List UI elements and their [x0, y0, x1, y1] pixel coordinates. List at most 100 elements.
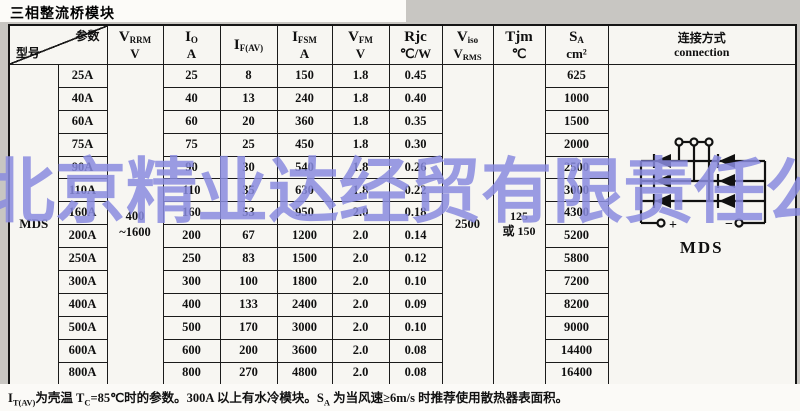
cell-ifav: 100 [219, 270, 278, 294]
cell-ifav: 30 [219, 155, 278, 180]
table-row: 40A 40 13 240 1.8 0.40 1000 [9, 86, 796, 111]
header-ifsm: IFSM A [276, 24, 333, 65]
cell-io: 25 [162, 64, 221, 88]
spec-table: 参数 型号 VRRM V IO A IF(AV) IFSM A VFM V [8, 24, 797, 386]
cell-ifav: 20 [219, 109, 278, 134]
cell-rjc: 0.08 [388, 338, 443, 363]
cell-io: 250 [162, 247, 221, 272]
cell-ifav: 8 [219, 64, 278, 88]
cell-vfm: 2.0 [331, 270, 390, 294]
cell-sa: 1500 [544, 109, 609, 134]
cell-rjc: 0.10 [388, 315, 443, 340]
cell-rjc: 0.30 [388, 132, 443, 157]
cell-ifav: 53 [219, 201, 278, 226]
cell-rjc: 0.22 [388, 178, 443, 203]
cell-rjc: 0.26 [388, 155, 443, 180]
corner-header-cell: 参数 型号 [8, 24, 108, 65]
cell-vfm: 1.8 [331, 109, 390, 134]
cell-vfm: 2.0 [331, 201, 390, 226]
cell-sa: 2000 [544, 132, 609, 157]
cell-rating: 110A [57, 178, 108, 203]
table-row: 400A 400 133 2400 2.0 0.09 8200 [9, 292, 796, 317]
cell-ifsm: 240 [276, 86, 333, 111]
model-cell: MDS [8, 63, 59, 386]
cell-sa: 7200 [544, 270, 609, 294]
cell-rjc: 0.14 [388, 224, 443, 249]
cell-ifsm: 3000 [276, 315, 333, 340]
cell-io: 500 [162, 315, 221, 340]
cell-ifsm: 1500 [276, 247, 333, 272]
table-row: 300A 300 100 1800 2.0 0.10 7200 [9, 270, 796, 294]
header-sa: SA cm² [544, 24, 609, 65]
cell-io: 400 [162, 292, 221, 317]
cell-vfm: 2.0 [331, 247, 390, 272]
cell-ifav: 270 [219, 361, 278, 386]
cell-vfm: 2.0 [331, 292, 390, 317]
cell-ifsm: 630 [276, 178, 333, 203]
header-vrrm: VRRM V [106, 24, 164, 65]
table-row: 110A 110 35 630 1.8 0.22 3000 [9, 178, 796, 203]
cell-rating: 40A [57, 86, 108, 111]
table-row: 160A 160 53 950 2.0 0.18 4300 [9, 201, 796, 226]
cell-rjc: 0.45 [388, 64, 443, 88]
cell-vfm: 2.0 [331, 338, 390, 363]
cell-rating: 75A [57, 132, 108, 157]
cell-sa: 5200 [544, 224, 609, 249]
title-background-strip [0, 0, 406, 22]
cell-rating: 250A [57, 247, 108, 272]
cell-ifav: 200 [219, 338, 278, 363]
cell-ifav: 35 [219, 178, 278, 203]
table-row: MDS 25A 400 ~1600 25 8 150 1.8 0.45 2500… [8, 63, 797, 386]
cell-ifav: 67 [219, 224, 278, 249]
cell-ifav: 25 [219, 132, 278, 157]
footer-background-strip [0, 384, 800, 411]
header-io: IO A [162, 24, 221, 65]
page-title: 三相整流桥模块 [10, 5, 115, 21]
header-ifav: IF(AV) [219, 24, 278, 65]
cell-vfm: 1.8 [331, 178, 390, 203]
corner-model-label: 型号 [16, 46, 41, 60]
header-connection: 连接方式 connection [607, 24, 797, 65]
cell-vfm: 1.8 [331, 155, 390, 180]
cell-ifav: 170 [219, 315, 278, 340]
cell-sa: 9000 [544, 315, 609, 340]
cell-ifsm: 540 [276, 155, 333, 180]
cell-rjc: 0.08 [388, 361, 443, 386]
cell-ifsm: 3600 [276, 338, 333, 363]
header-rjc: Rjc ℃/W [388, 24, 443, 65]
cell-sa: 14400 [544, 338, 609, 363]
cell-sa: 4300 [544, 201, 609, 226]
table-row: 200A 200 67 1200 2.0 0.14 5200 [9, 224, 796, 249]
cell-io: 75 [162, 132, 221, 157]
cell-ifsm: 1800 [276, 270, 333, 294]
cell-rating: 25A [57, 64, 108, 88]
cell-vfm: 1.8 [331, 86, 390, 111]
cell-vfm: 2.0 [331, 315, 390, 340]
footer-note: IT(AV)为壳温 TC=85℃时的参数。300A 以上有水冷模块。SA 为当风… [8, 391, 569, 408]
header-tjm: Tjm ℃ [492, 24, 546, 65]
corner-diagonal: 参数 型号 [10, 26, 107, 64]
cell-vfm: 1.8 [331, 132, 390, 157]
tjm-cell: 125 或 150 [492, 63, 546, 386]
cell-rating: 90A [57, 155, 108, 180]
header-viso: Viso VRMS [441, 24, 494, 65]
cell-rjc: 0.10 [388, 270, 443, 294]
cell-sa: 5800 [544, 247, 609, 272]
cell-rating: 200A [57, 224, 108, 249]
table-row: 800A 800 270 4800 2.0 0.08 16400 [9, 361, 796, 386]
cell-io: 800 [162, 361, 221, 386]
cell-ifav: 83 [219, 247, 278, 272]
header-row: 参数 型号 VRRM V IO A IF(AV) IFSM A VFM V [8, 24, 797, 65]
cell-rjc: 0.40 [388, 86, 443, 111]
cell-rjc: 0.35 [388, 109, 443, 134]
cell-ifsm: 1200 [276, 224, 333, 249]
cell-sa: 8200 [544, 292, 609, 317]
bridge-rectifier-diagram: + − MDS [609, 135, 796, 258]
cell-sa: 3000 [544, 178, 609, 203]
cell-sa: 625 [544, 64, 609, 88]
cell-io: 300 [162, 270, 221, 294]
cell-rating: 400A [57, 292, 108, 317]
table-row: 250A 250 83 1500 2.0 0.12 5800 [9, 247, 796, 272]
cell-io: 200 [162, 224, 221, 249]
cell-sa: 1000 [544, 86, 609, 111]
